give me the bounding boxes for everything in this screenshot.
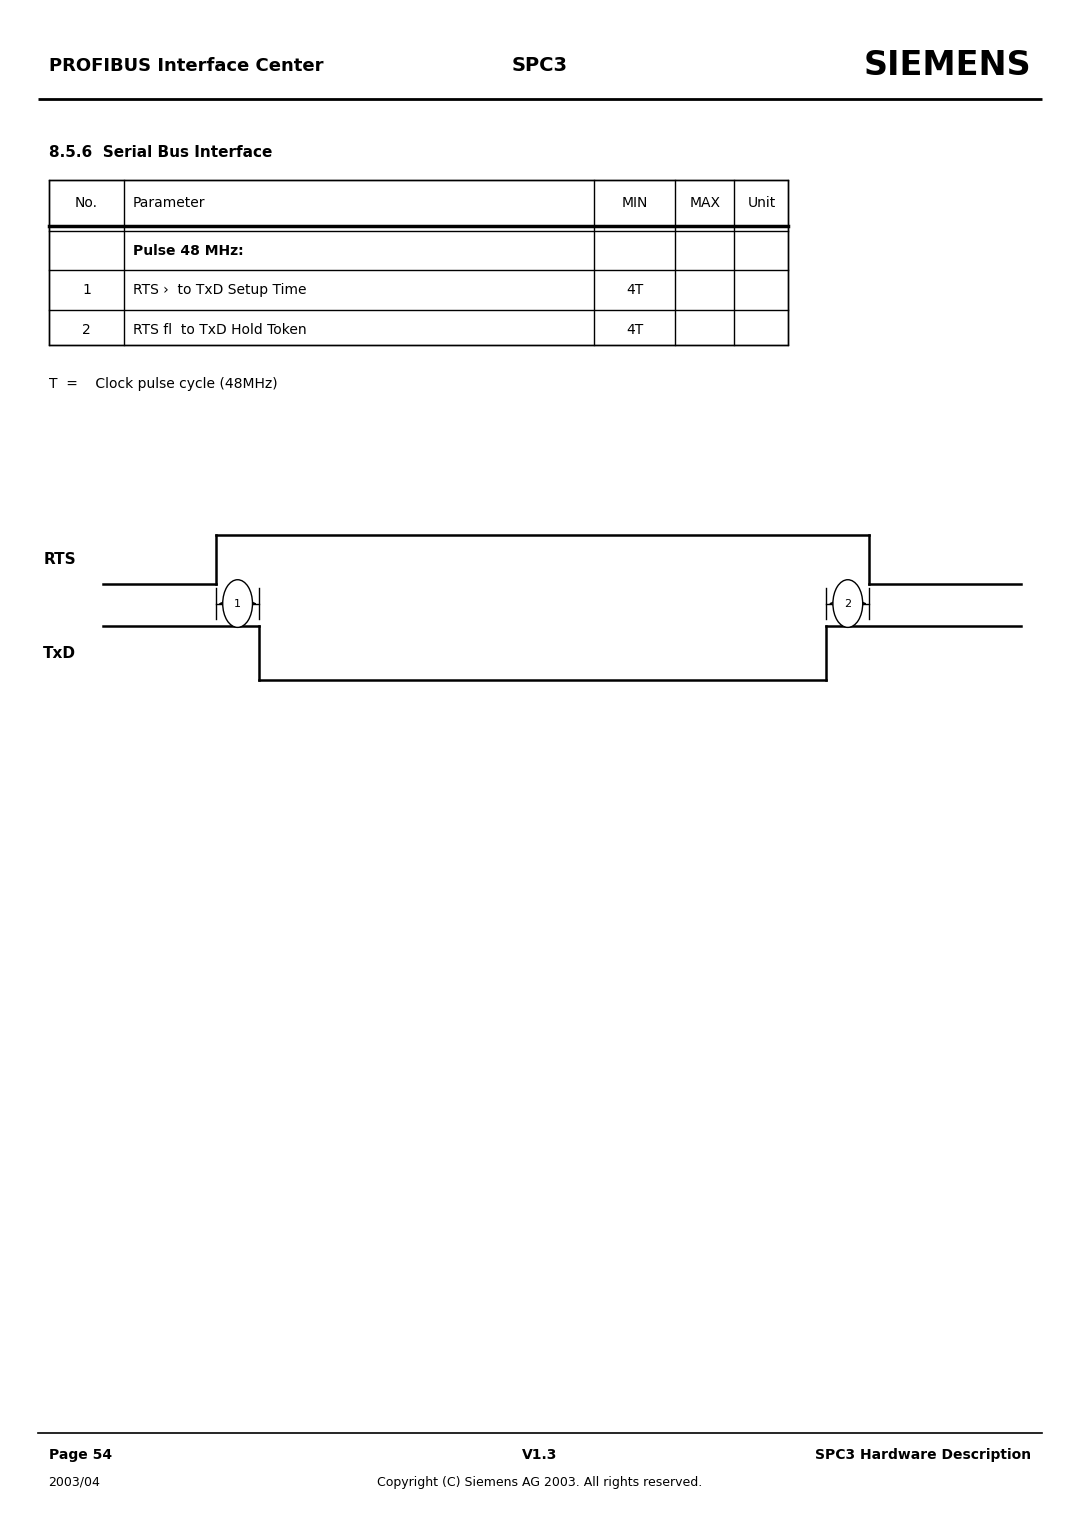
Text: T  =    Clock pulse cycle (48MHz): T = Clock pulse cycle (48MHz): [49, 376, 278, 391]
Text: 8.5.6  Serial Bus Interface: 8.5.6 Serial Bus Interface: [49, 145, 272, 160]
Text: Parameter: Parameter: [133, 196, 205, 211]
Text: 2003/04: 2003/04: [49, 1476, 100, 1488]
Text: V1.3: V1.3: [523, 1447, 557, 1462]
Ellipse shape: [222, 579, 253, 628]
Text: 2: 2: [845, 599, 851, 608]
Text: TxD: TxD: [43, 646, 77, 660]
Text: MIN: MIN: [621, 196, 648, 211]
Text: 2: 2: [82, 322, 91, 338]
Text: PROFIBUS Interface Center: PROFIBUS Interface Center: [49, 57, 323, 75]
Text: RTS ›  to TxD Setup Time: RTS › to TxD Setup Time: [133, 283, 307, 298]
Bar: [0, 0, 1080, 107]
Text: MAX: MAX: [689, 196, 720, 211]
Bar: [49, 180, 788, 345]
Ellipse shape: [833, 579, 863, 628]
Text: Page 54: Page 54: [49, 1447, 111, 1462]
Text: RTS fl  to TxD Hold Token: RTS fl to TxD Hold Token: [133, 322, 307, 338]
Text: SIEMENS: SIEMENS: [864, 49, 1031, 83]
Text: Copyright (C) Siemens AG 2003. All rights reserved.: Copyright (C) Siemens AG 2003. All right…: [377, 1476, 703, 1488]
Text: RTS: RTS: [43, 552, 76, 567]
Text: 1: 1: [234, 599, 241, 608]
Text: Unit: Unit: [747, 196, 775, 211]
Text: No.: No.: [75, 196, 98, 211]
Text: SPC3 Hardware Description: SPC3 Hardware Description: [815, 1447, 1031, 1462]
Text: 1: 1: [82, 283, 91, 298]
Text: 4T: 4T: [626, 283, 643, 298]
Text: Pulse 48 MHz:: Pulse 48 MHz:: [133, 243, 243, 258]
Text: SPC3: SPC3: [512, 57, 568, 75]
Text: 4T: 4T: [626, 322, 643, 338]
